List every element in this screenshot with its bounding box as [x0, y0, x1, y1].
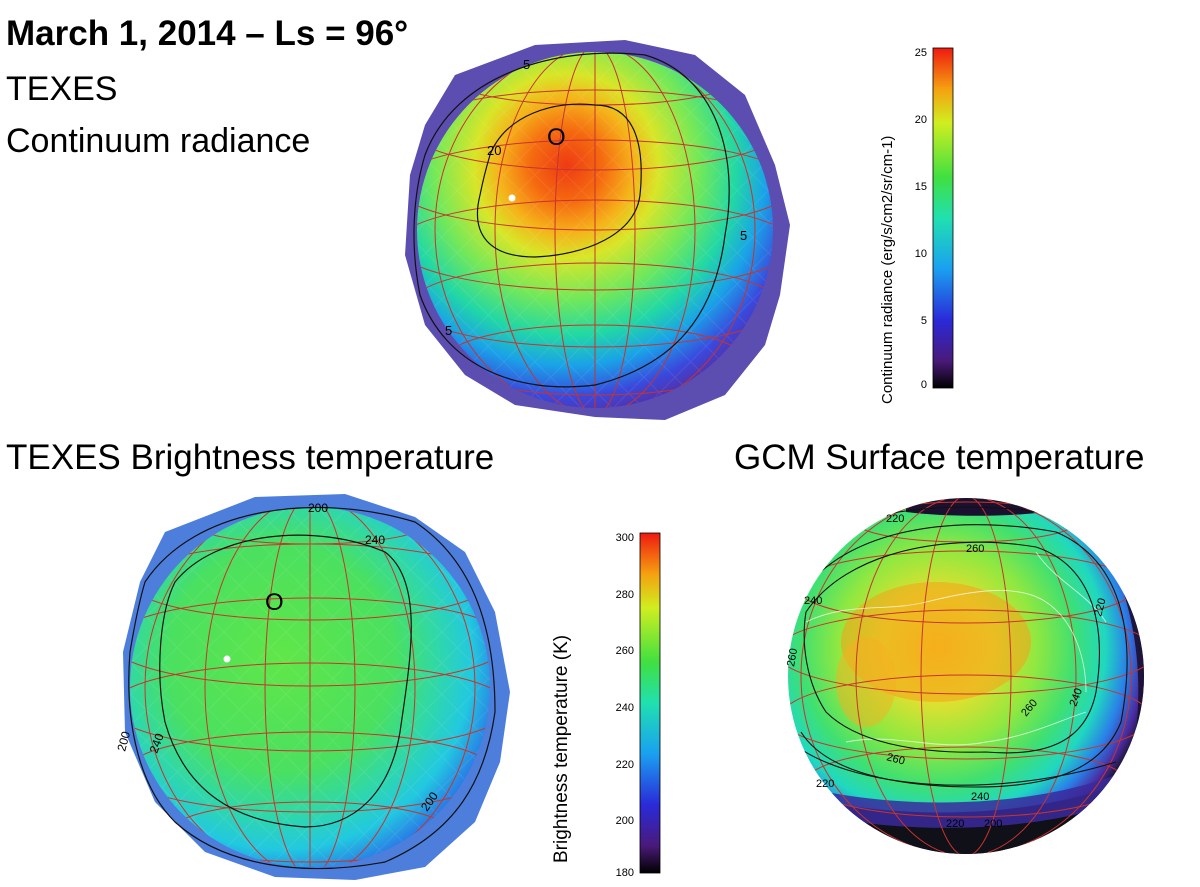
olympus-marker: O [265, 589, 284, 616]
radiance-contour-label: 5 [740, 228, 747, 243]
colorbar-tick: 300 [616, 532, 634, 544]
brightness-contour-label: 200 [114, 729, 133, 752]
quantity-label: Continuum radiance [6, 122, 311, 160]
colorbar-tick: 220 [616, 759, 634, 771]
brightness-contour-label: 240 [365, 533, 385, 547]
colorbar-tick: 15 [915, 181, 927, 193]
gcm-contour-label: 240 [1068, 687, 1086, 708]
gcm-globe-map: 220 240 260 260 260 240 220 220 200 240 … [785, 498, 1144, 854]
gcm-contour-label: 240 [804, 595, 822, 607]
instrument-label: TEXES [6, 70, 118, 108]
gcm-contour-label: 240 [971, 791, 989, 803]
brightness-contour-label: 240 [147, 731, 167, 755]
gcm-topography [805, 551, 1107, 746]
gcm-contour-label: 220 [886, 513, 904, 525]
radiance-contour-label: 20 [487, 143, 501, 158]
colorbar-tick: 200 [616, 815, 634, 827]
gcm-contour-label: 260 [885, 751, 906, 767]
colorbar-tick: 240 [616, 702, 634, 714]
colorbar-tick: 260 [616, 645, 634, 657]
olympus-marker: O [547, 124, 566, 151]
colorbar-tick: 180 [616, 867, 634, 879]
subobserver-point [508, 194, 516, 202]
radiance-contours [413, 52, 730, 388]
brightness-contours [128, 506, 496, 870]
radiance-globe-map: 20 5 5 5 O [405, 40, 790, 420]
colorbar-tick: 5 [921, 315, 927, 327]
radiance-contour-label: 5 [523, 57, 530, 72]
radiance-contour-label: 5 [445, 323, 452, 338]
colorbar-tick: 25 [915, 47, 927, 59]
brightness-colorbar-label: Brightness temperature (K) [551, 635, 572, 863]
gcm-contour-label: 260 [785, 647, 800, 667]
brightness-panel-title: TEXES Brightness temperature [6, 438, 495, 477]
gcm-contour-label: 200 [984, 818, 1002, 830]
radiance-colorbar: 25 20 15 10 5 0 Continuum radiance (erg/… [879, 47, 954, 404]
gcm-contour-label: 220 [946, 818, 964, 830]
subobserver-point [223, 655, 231, 663]
colorbar-tick: 280 [616, 589, 634, 601]
brightness-globe-map: 200 240 200 240 200 O [114, 494, 510, 880]
colorbar-tick: 20 [915, 114, 927, 126]
gcm-contours [790, 506, 1128, 788]
radiance-colorbar-label: Continuum radiance (erg/s/cm2/sr/cm-1) [879, 136, 896, 404]
brightness-contour-label: 200 [308, 501, 328, 515]
brightness-colorbar: 300 280 260 240 220 200 180 Brightness t… [551, 532, 661, 879]
gcm-contour-label: 220 [1092, 597, 1108, 618]
gcm-panel-title: GCM Surface temperature [734, 438, 1145, 477]
colorbar-tick: 10 [915, 248, 927, 260]
gcm-contour-label: 260 [966, 543, 984, 555]
colorbar-tick: 0 [921, 379, 927, 391]
gcm-contour-label: 220 [816, 778, 834, 790]
figure-title: March 1, 2014 – Ls = 96° [6, 14, 409, 53]
